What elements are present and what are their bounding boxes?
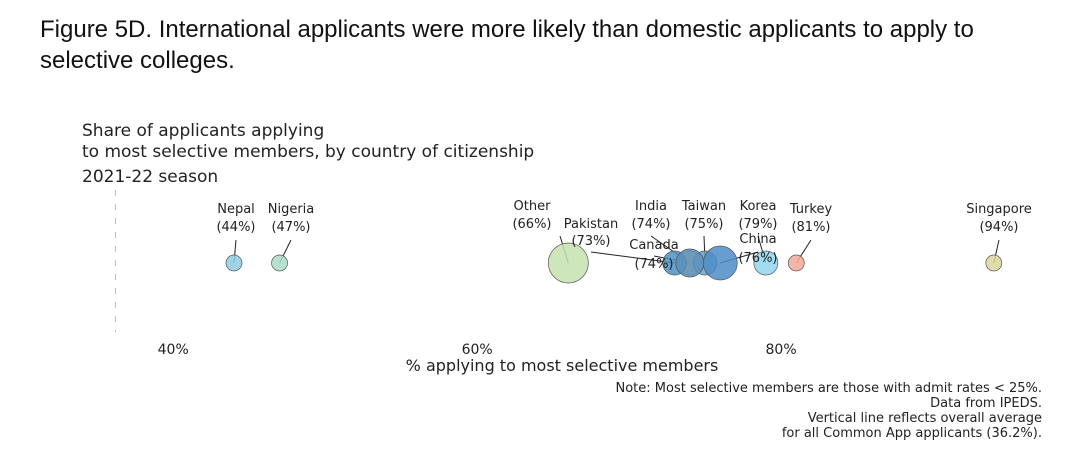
note-line: for all Common App applicants (36.2%). [782, 426, 1042, 441]
point-label-country: Turkey [789, 202, 833, 217]
point-label-country: Nepal [217, 202, 255, 217]
label-leader-lines [233, 235, 1000, 264]
point-label-value: (47%) [271, 220, 310, 235]
leader-line [590, 251, 675, 264]
point-label-value: (79%) [738, 217, 777, 232]
point-label-value: (81%) [791, 220, 830, 235]
point-label-country: Taiwan [681, 199, 726, 214]
bubble-korea [753, 250, 779, 276]
point-label-value: (75%) [684, 217, 723, 232]
point-label-country: Other [514, 199, 552, 214]
point-label-value: (74%) [634, 257, 673, 272]
point-label-value: (44%) [216, 220, 255, 235]
x-axis-label: % applying to most selective members [406, 356, 719, 375]
chart-title: Share of applicants applying to most sel… [82, 121, 534, 162]
chart-subtitle: 2021-22 season [82, 167, 218, 187]
point-labels: Nepal (44%) Nigeria (47%) Other (66%) Pakistan… [216, 199, 1031, 272]
bubble-china [702, 245, 738, 281]
bubble-nepal [225, 254, 243, 272]
x-tick-label: 40% [158, 342, 189, 358]
x-tick-label: 60% [462, 342, 493, 358]
note-line: Note: Most selective members are those w… [616, 381, 1043, 396]
point-label-country: Korea [740, 199, 777, 214]
point-label-value: (94%) [979, 220, 1018, 235]
bubble-india [675, 248, 705, 278]
point-label-value: (66%) [512, 217, 551, 232]
point-label-country: Pakistan [564, 217, 618, 232]
bubble-other [547, 242, 589, 284]
data-bubbles [225, 242, 1003, 284]
point-label-country: China [739, 232, 776, 247]
bubble-singapore [985, 254, 1003, 272]
point-label-country: Canada [629, 238, 678, 253]
chart-note: Note: Most selective members are those w… [616, 381, 1043, 441]
chart-title-line: to most selective members, by country of… [82, 142, 534, 162]
note-line: Vertical line reflects overall average [808, 411, 1042, 426]
point-label-value: (74%) [631, 217, 670, 232]
x-tick-label: 80% [766, 342, 797, 358]
point-label-value: (76%) [738, 251, 777, 266]
chart-title-line: Share of applicants applying [82, 121, 324, 141]
note-line: Data from IPEDS. [930, 396, 1042, 411]
point-label-value: (73%) [571, 234, 610, 249]
bubble-nigeria [271, 254, 288, 272]
x-axis-ticks: 40% 60% 80% [158, 342, 797, 358]
figure-title: Figure 5D. International applicants were… [40, 16, 974, 74]
bubble-turkey [787, 254, 805, 272]
point-label-country: Nigeria [268, 202, 315, 217]
point-label-country: Singapore [966, 202, 1032, 217]
point-label-country: India [635, 199, 667, 214]
